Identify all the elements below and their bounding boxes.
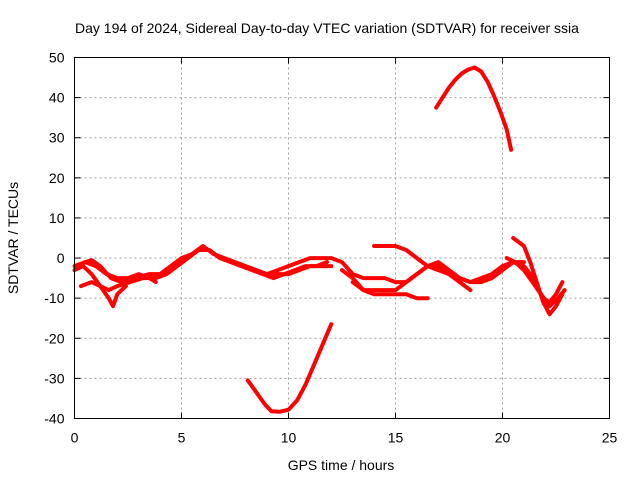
y-tick-label: -10 bbox=[44, 290, 64, 306]
series-arc-main-c bbox=[72, 264, 128, 309]
y-tick-label: 40 bbox=[49, 90, 65, 106]
x-tick-label: 5 bbox=[178, 430, 186, 446]
series-arc-main-k bbox=[504, 256, 567, 309]
series-arc-upper bbox=[434, 65, 514, 152]
series-arc-main-h bbox=[372, 244, 516, 285]
chart-title: Day 194 of 2024, Sidereal Day-to-day VTE… bbox=[75, 20, 579, 36]
y-tick-label: -40 bbox=[44, 411, 64, 427]
y-tick-label: -20 bbox=[44, 330, 64, 346]
series-arc-main-b bbox=[78, 248, 329, 293]
y-tick-label: 10 bbox=[49, 210, 65, 226]
series-arc-main-e bbox=[265, 256, 526, 285]
x-tick-label: 25 bbox=[602, 430, 618, 446]
x-tick-label: 10 bbox=[281, 430, 297, 446]
x-tick-label: 15 bbox=[388, 430, 404, 446]
x-tick-label: 20 bbox=[495, 430, 511, 446]
y-tick-labels: -40 -30 -20 -10 0 10 20 30 40 50 bbox=[44, 50, 64, 427]
y-tick-label: 0 bbox=[57, 250, 65, 266]
y-tick-label: 50 bbox=[49, 50, 65, 66]
series-layer bbox=[72, 65, 567, 414]
series-arc-main-d bbox=[83, 260, 158, 285]
series-arc-lower bbox=[245, 322, 334, 414]
plot-frame bbox=[74, 57, 610, 419]
y-axis-label: SDTVAR / TECUs bbox=[5, 182, 21, 294]
grid-layer bbox=[74, 57, 610, 419]
y-tick-label: -30 bbox=[44, 370, 64, 386]
y-tick-label: 30 bbox=[49, 130, 65, 146]
y-tick-label: 20 bbox=[49, 170, 65, 186]
x-tick-labels: 0 5 10 15 20 25 bbox=[71, 430, 618, 446]
tick-layer bbox=[74, 57, 610, 419]
x-axis-label: GPS time / hours bbox=[288, 457, 395, 473]
x-tick-label: 0 bbox=[71, 430, 79, 446]
series-arc-main-f bbox=[340, 268, 430, 301]
